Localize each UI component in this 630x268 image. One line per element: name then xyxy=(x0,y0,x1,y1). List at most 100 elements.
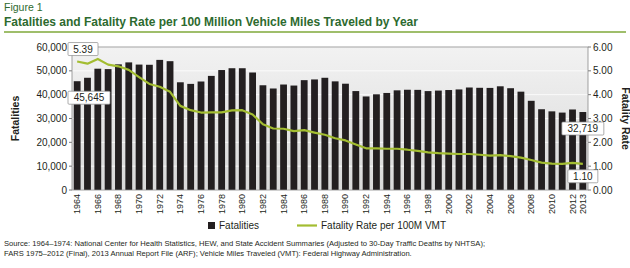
x-tick-label: 2006 xyxy=(506,194,516,214)
y2-tick-label: 0.00 xyxy=(593,185,613,196)
value-label-text: 1.10 xyxy=(573,171,593,182)
y2-tick xyxy=(588,47,591,48)
y-tick-label: 30,000 xyxy=(36,113,67,124)
bar xyxy=(466,88,473,190)
x-tick-label: 2012 xyxy=(568,194,578,214)
value-label-text: 5.39 xyxy=(73,44,93,55)
x-tick-label: 1982 xyxy=(258,194,268,214)
y-tick-label: 10,000 xyxy=(36,161,67,172)
x-tick-label: 1984 xyxy=(279,194,289,214)
bar xyxy=(94,69,101,190)
bar xyxy=(332,81,339,190)
y2-tick xyxy=(588,118,591,119)
bar xyxy=(476,88,483,190)
value-label-text: 45,645 xyxy=(74,92,105,103)
rate-line xyxy=(77,59,583,164)
bar xyxy=(156,60,163,190)
y2-tick xyxy=(588,70,591,71)
x-tick-label: 1998 xyxy=(423,194,433,214)
x-tick-label: 1976 xyxy=(196,194,206,214)
value-label: 45,645 xyxy=(68,91,110,104)
bar xyxy=(363,96,370,190)
x-tick-label: 2004 xyxy=(485,194,495,214)
x-tick-label: 1980 xyxy=(237,194,247,214)
bar xyxy=(445,90,452,190)
legend-label: Fatalities xyxy=(219,220,259,231)
bar xyxy=(414,90,421,190)
bar xyxy=(518,92,525,190)
x-tick-label: 1978 xyxy=(217,194,227,214)
bar xyxy=(218,70,225,190)
bar xyxy=(311,79,318,190)
chart: Figure 1Fatalities and Fatality Rate per… xyxy=(0,0,630,268)
plot-frame xyxy=(72,47,588,190)
bar xyxy=(260,85,267,190)
bar xyxy=(538,109,545,190)
x-tick-label: 2002 xyxy=(464,194,474,214)
bar xyxy=(497,86,504,190)
x-tick-label: 1964 xyxy=(72,194,82,214)
bar xyxy=(198,82,205,190)
y-tick-label: 0 xyxy=(61,185,67,196)
y-axis-title: Fatalities xyxy=(9,96,21,142)
value-label-text: 32,719 xyxy=(568,123,599,134)
title-rule xyxy=(4,31,626,33)
y-tick-label: 40,000 xyxy=(36,89,67,100)
x-tick-label: 1996 xyxy=(402,194,412,214)
y-tick-label: 20,000 xyxy=(36,137,67,148)
bar xyxy=(270,88,277,190)
x-tick-label: 2000 xyxy=(444,194,454,214)
value-label: 5.39 xyxy=(68,43,98,56)
bar xyxy=(456,89,463,190)
bar xyxy=(425,91,432,190)
y-tick xyxy=(69,142,72,143)
y-tick xyxy=(69,190,72,191)
x-tick-label: 1974 xyxy=(175,194,185,214)
value-label-box xyxy=(562,122,604,135)
x-tick-label: 1966 xyxy=(93,194,103,214)
bar xyxy=(373,94,380,190)
legend-label: Fatality Rate per 100M VMT xyxy=(321,220,446,231)
legend: Fatalities Fatality Rate per 100M VMT xyxy=(208,220,446,231)
bar xyxy=(177,82,184,190)
x-tick-label: 1990 xyxy=(340,194,350,214)
y2-tick xyxy=(588,94,591,95)
source-note: Source: 1964–1974: National Center for H… xyxy=(4,239,485,248)
legend-swatch xyxy=(208,222,215,229)
bar xyxy=(167,61,174,190)
y-tick-label: 50,000 xyxy=(36,65,67,76)
bar xyxy=(125,62,132,190)
bar xyxy=(187,84,194,190)
x-tick-label: 2013 xyxy=(578,194,588,214)
bar xyxy=(105,69,112,190)
x-tick-label: 1994 xyxy=(382,194,392,214)
legend-swatch xyxy=(297,224,317,226)
x-tick-label: 1968 xyxy=(113,194,123,214)
y-tick xyxy=(69,118,72,119)
x-tick-label: 1970 xyxy=(134,194,144,214)
x-tick-label: 1986 xyxy=(299,194,309,214)
y2-tick-label: 6.00 xyxy=(593,42,613,53)
bar xyxy=(249,72,256,190)
source-note: FARS 1975–2012 (Final), 2013 Annual Repo… xyxy=(4,249,412,258)
y2-tick xyxy=(588,190,591,191)
bar xyxy=(136,65,143,190)
x-tick-label: 2008 xyxy=(526,194,536,214)
y2-tick-label: 4.00 xyxy=(593,89,613,100)
bar xyxy=(394,90,401,190)
y2-tick-label: 2.00 xyxy=(593,137,613,148)
bar xyxy=(208,76,215,190)
value-label-box xyxy=(568,170,598,183)
value-label-box xyxy=(68,91,110,104)
x-tick-label: 1992 xyxy=(361,194,371,214)
bar xyxy=(507,88,514,190)
y2-tick-label: 5.00 xyxy=(593,65,613,76)
y2-axis-title: Fatality Rate xyxy=(620,87,630,150)
value-label: 32,719 xyxy=(562,122,604,135)
bar xyxy=(301,80,308,190)
bar xyxy=(383,93,390,190)
bar xyxy=(487,88,494,190)
bar xyxy=(528,101,535,190)
value-label: 1.10 xyxy=(568,170,598,183)
subtitle: Fatalities and Fatality Rate per 100 Mil… xyxy=(4,15,418,29)
